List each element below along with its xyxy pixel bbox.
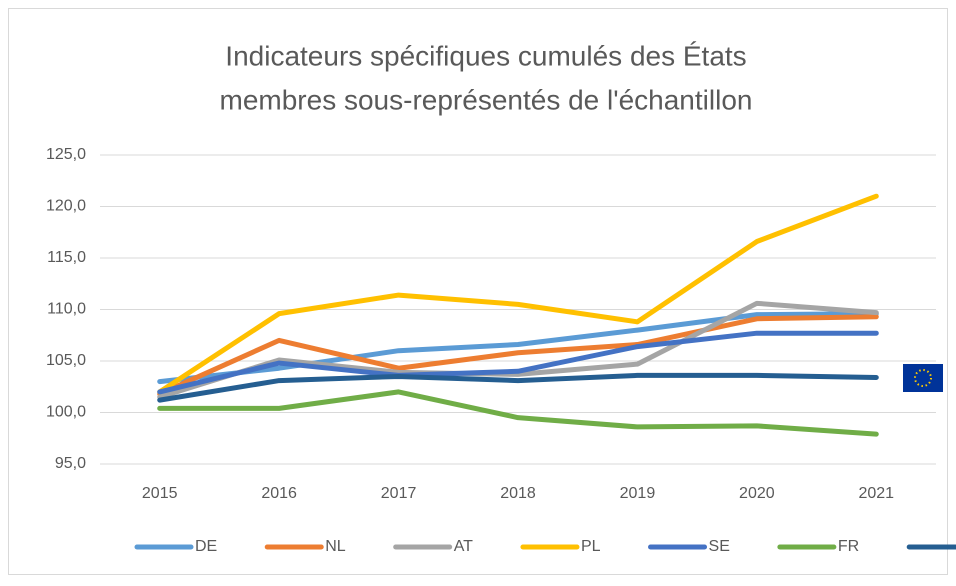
- x-tick-label: 2020: [739, 485, 775, 502]
- y-tick-label: 125,0: [46, 146, 86, 163]
- line-series: [157, 193, 879, 395]
- x-tick-label: 2021: [858, 485, 894, 502]
- y-tick-label: 110,0: [47, 301, 86, 318]
- chart-border: [8, 8, 948, 575]
- line-series: [157, 311, 879, 385]
- chart-title: membres sous-représentés de l'échantillo…: [220, 84, 753, 115]
- legend-label: PL: [581, 538, 601, 555]
- legend-label: DE: [195, 538, 217, 555]
- x-tick-label: 2019: [620, 485, 656, 502]
- x-tick-label: 2015: [142, 485, 178, 502]
- x-tick-label: 2017: [381, 485, 417, 502]
- y-tick-label: 120,0: [46, 198, 86, 215]
- legend-label: NL: [325, 538, 346, 555]
- legend-label: SE: [709, 538, 730, 555]
- line-series: [157, 300, 879, 400]
- y-tick-label: 95,0: [55, 455, 86, 472]
- legend-label: AT: [454, 538, 473, 555]
- y-tick-label: 115,0: [47, 249, 86, 266]
- y-tick-label: 105,0: [46, 352, 86, 369]
- line-series: [157, 372, 879, 403]
- chart-title: Indicateurs spécifiques cumulés des État…: [225, 40, 746, 71]
- line-series: [157, 314, 879, 397]
- x-tick-label: 2016: [261, 485, 297, 502]
- line-series: [157, 330, 879, 395]
- line-series: [157, 389, 879, 437]
- eu-flag: [903, 364, 943, 392]
- y-tick-label: 100,0: [46, 404, 86, 421]
- x-tick-label: 2018: [500, 485, 536, 502]
- legend-label: FR: [838, 538, 859, 555]
